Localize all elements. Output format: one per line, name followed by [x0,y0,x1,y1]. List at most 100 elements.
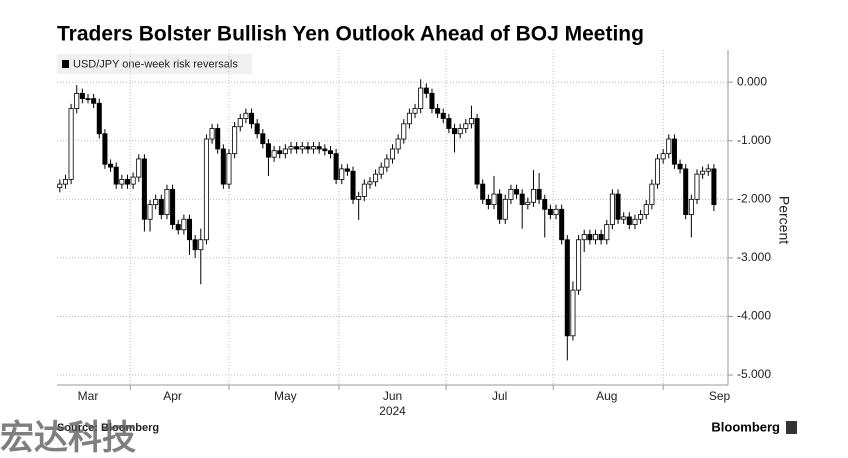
candle-body [423,87,429,94]
candle-body [361,183,367,197]
candle-body [581,234,587,241]
candle-body [389,148,396,160]
watermark: 宏达科技 [0,418,136,457]
candle-body [209,128,215,140]
candle-body [124,179,130,185]
x-tick-label: Mar [78,389,99,403]
candle-body [344,168,350,172]
year-label: 2024 [379,404,406,418]
candle-body [192,239,198,251]
candle-body [226,153,232,185]
candle-body [542,198,548,210]
candle-body [322,148,328,152]
candle-body [514,188,520,195]
candle-body [468,118,474,125]
candle-body [615,193,621,220]
candle-body [384,158,390,168]
candle-body [576,239,582,291]
x-tick-label: Sep [709,389,731,403]
candle-body [130,176,136,185]
candle-body [536,188,542,200]
candle-body [57,183,63,189]
candle-body [446,118,452,129]
candle-body [598,234,604,241]
x-tick-label: Apr [163,389,182,403]
candle-body [711,168,717,206]
candle-body [373,173,379,183]
candle-body [260,133,266,145]
candle-body [254,123,260,135]
candle-body [592,234,599,241]
x-tick-label: Jul [492,389,507,403]
candle-body [378,166,384,175]
candle-body [113,166,119,185]
candle-body [164,188,170,215]
candle-body [215,128,221,150]
candle-body [688,198,694,215]
candle-body [440,112,446,119]
candle-body [136,158,142,178]
legend-label: USD/JPY one-week risk reversals [73,58,238,70]
chart-title: Traders Bolster Bullish Yen Outlook Ahea… [57,23,644,46]
candle-body [102,133,108,165]
candle-body [480,183,486,200]
candle-body [547,208,553,215]
candle-body [649,183,655,206]
candle-body [705,168,711,172]
candle-body [198,239,204,251]
y-tick-label: -5.000 [737,367,771,381]
candle-body [249,112,255,125]
candle-body [412,108,418,114]
candle-body [604,224,610,241]
candle-body [643,204,649,215]
candle-body [356,196,362,200]
candle-body [311,146,317,150]
candle-body [655,158,661,185]
candle-body [525,201,531,206]
candle-body [108,163,114,168]
candle-body [395,138,401,150]
legend-box [57,54,252,74]
candle-body [694,173,700,200]
candle-body [700,170,706,175]
candle-body [671,138,677,165]
candle-body [265,143,271,158]
y-tick-label: 0.000 [737,74,767,88]
candle-body [237,118,243,128]
brand: Bloomberg [711,419,780,434]
brand-icon [786,421,797,434]
candle-body [350,170,356,200]
candle-body [181,218,187,231]
candle-body [299,146,305,150]
candle-body [632,218,638,225]
candle-body [96,102,102,135]
y-tick-label: -4.000 [737,309,771,323]
candle-body [91,98,97,104]
candle-body [457,128,463,135]
candle-body [333,153,339,180]
candle-body [305,146,311,150]
candle-body [626,216,632,225]
candle-body [463,123,469,129]
candle-body [530,188,536,203]
candle-body [502,198,508,220]
candle-body [559,208,565,241]
candle-body [170,188,176,225]
candle-body [158,198,164,215]
candle-body [74,92,80,109]
candle-body [271,150,277,158]
source: Source: Bloomberg [57,422,159,434]
candle-body [435,108,441,114]
candle-body [79,92,85,100]
candle-body [609,193,615,225]
candle-body [282,148,288,155]
candle-body [327,150,333,155]
candle-body [553,208,559,215]
candle-body [175,224,181,231]
candle-body [153,198,159,206]
y-tick-label: -1.000 [737,133,771,147]
candle-body [683,168,689,215]
candle-body [294,146,300,150]
candle-body [186,218,193,241]
y-axis-label: Percent [776,196,792,244]
